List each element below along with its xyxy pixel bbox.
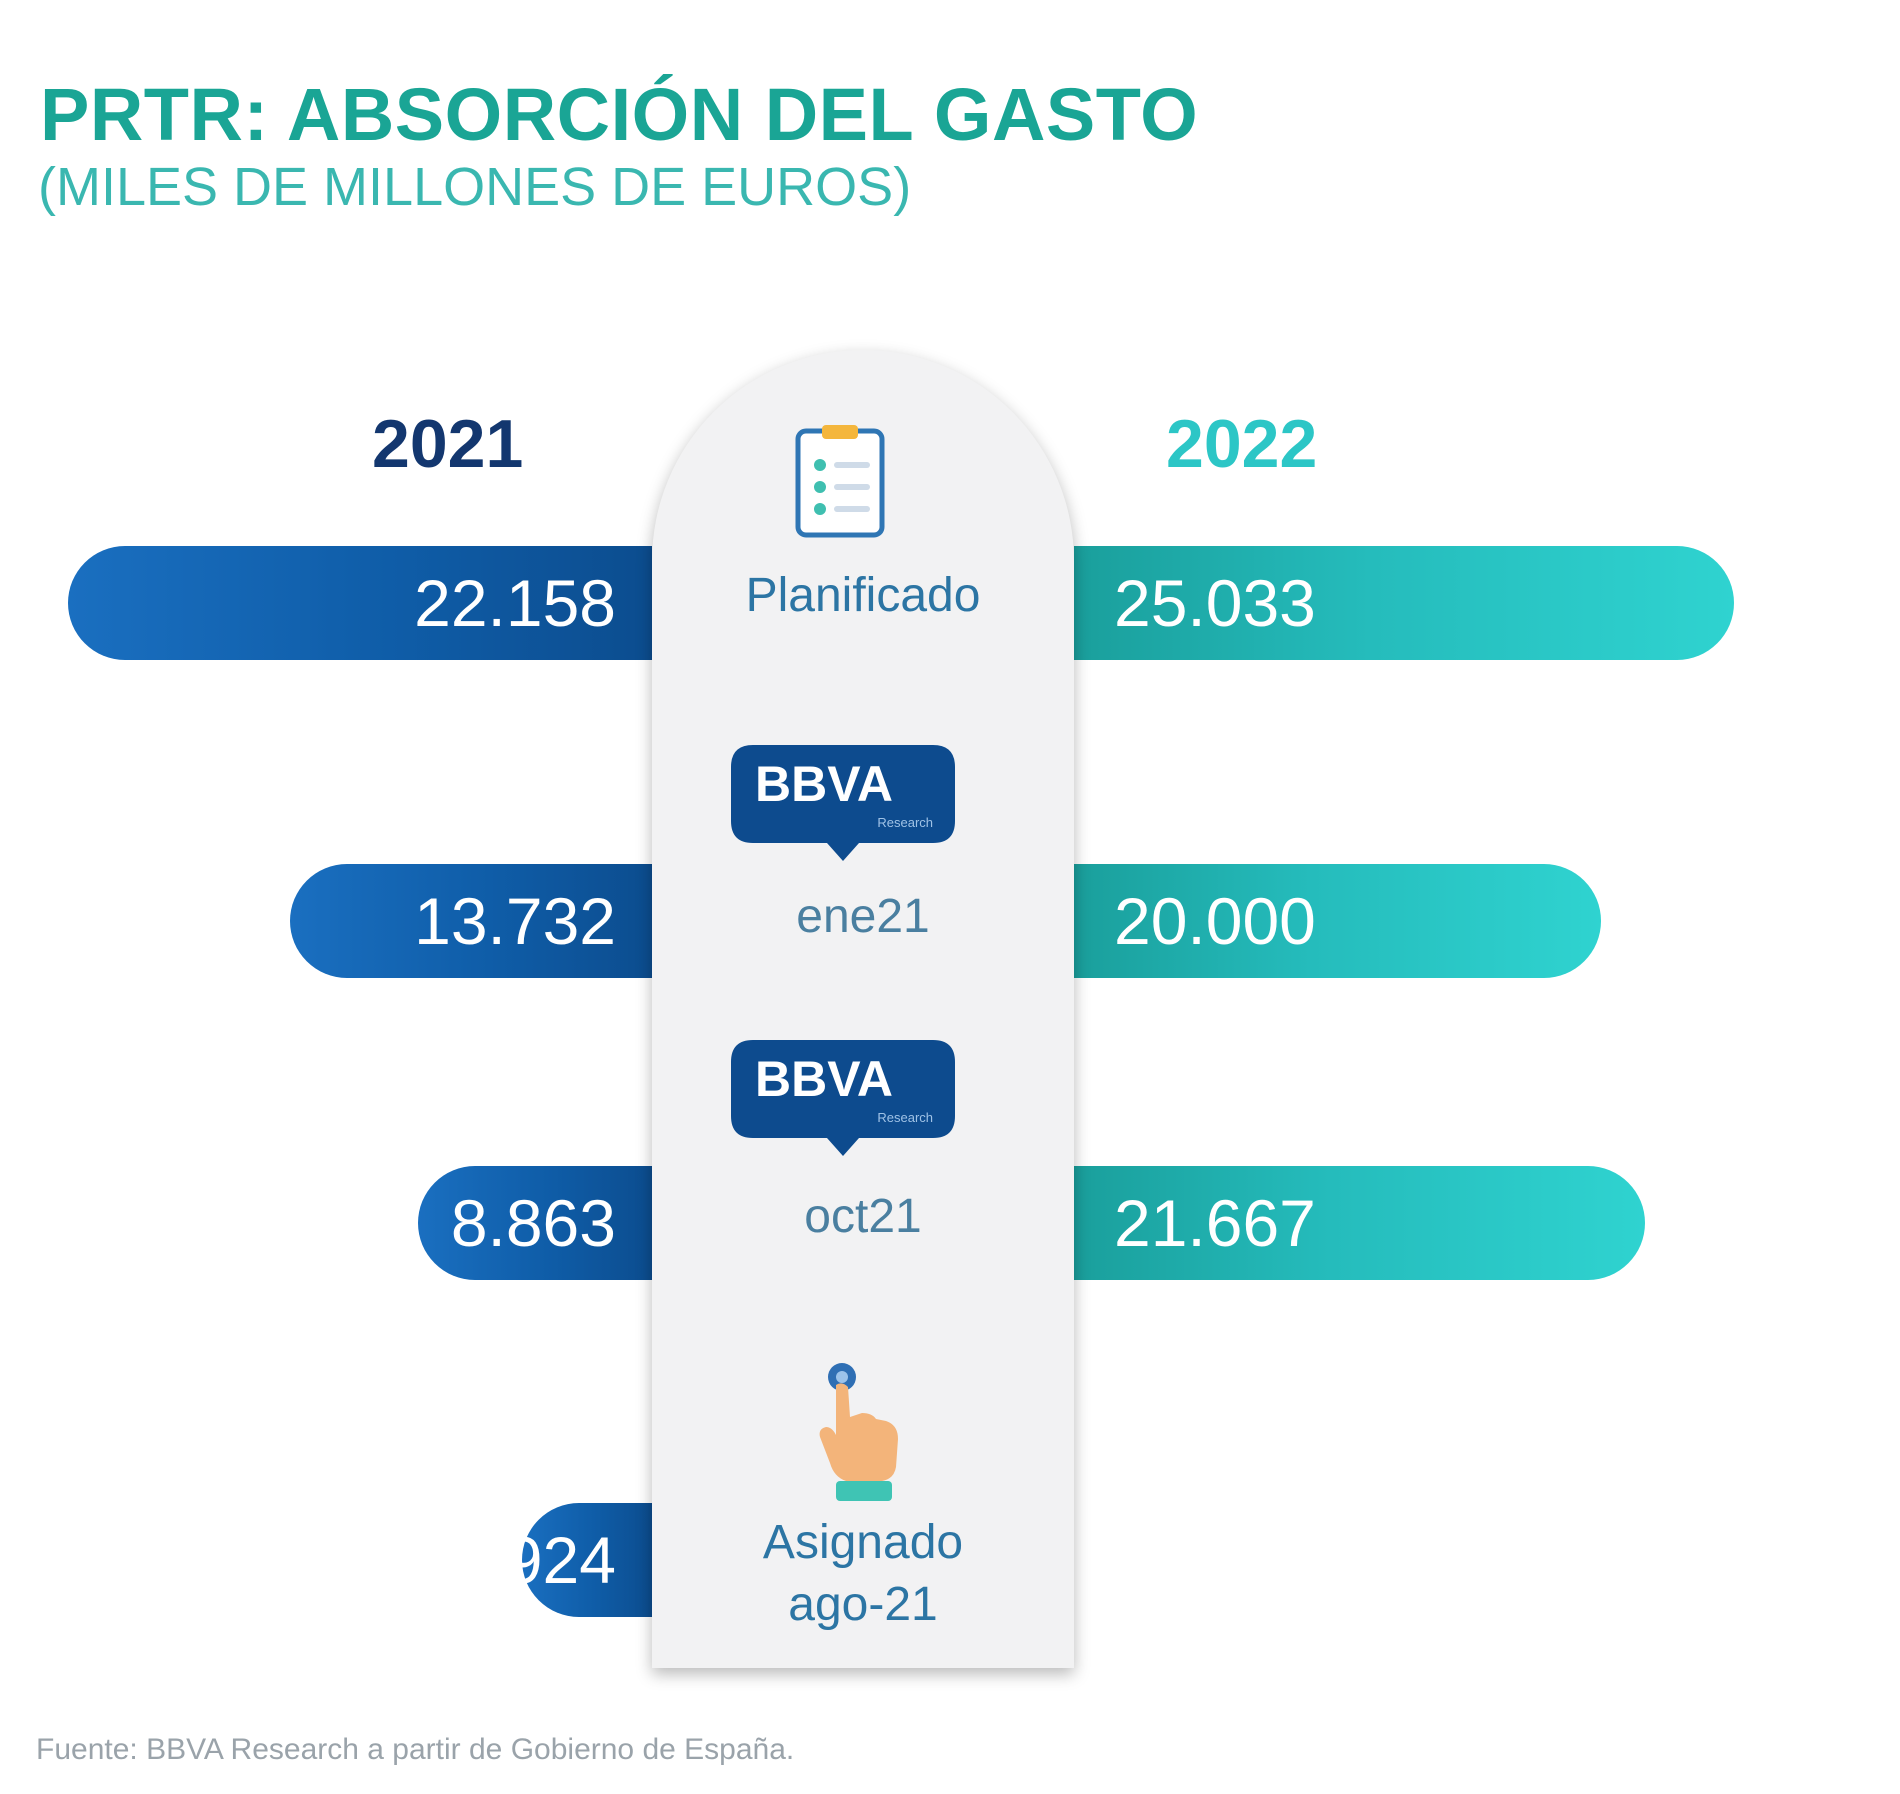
- bar-2021-2: 13.732: [290, 864, 652, 978]
- category-label-line: ene21: [796, 890, 930, 943]
- bar-2021-4: 4.924: [451, 1503, 652, 1617]
- bbva-logo-text: BBVA: [755, 756, 893, 812]
- bar-value-label: 25.033: [1114, 566, 1316, 640]
- bbva-research-logo: BBVA Research: [731, 1040, 955, 1156]
- category-label-line: Asignado: [762, 1516, 964, 1569]
- bar-value-label: 8.863: [450, 1186, 616, 1260]
- hand-pointer-icon: [819, 1363, 898, 1501]
- bbva-research-logo: BBVA Research: [731, 745, 955, 861]
- category-label-asignado: Asignado ago-21: [652, 1512, 1074, 1636]
- chart-subtitle: (MILES DE MILLONES DE EUROS): [38, 157, 912, 217]
- series-label-2021: 2021: [372, 406, 524, 482]
- category-label-line: Planificado: [745, 569, 981, 622]
- bar-2021-3: 8.863: [418, 1166, 652, 1280]
- bar-2022-3: 21.667: [1074, 1166, 1645, 1280]
- category-label-ene21: ene21: [652, 886, 1074, 948]
- bar-value-label: 22.158: [414, 566, 616, 640]
- category-label-planificado: Planificado: [652, 565, 1074, 627]
- source-note: Fuente: BBVA Research a partir de Gobier…: [36, 1733, 795, 1766]
- category-label-line: oct21: [804, 1190, 922, 1243]
- bbva-logo-subtext: Research: [877, 815, 933, 830]
- category-label-oct21: oct21: [652, 1186, 1074, 1248]
- clipboard-icon: [795, 425, 885, 538]
- bar-2022-2: 20.000: [1074, 864, 1601, 978]
- category-label-line: ago-21: [788, 1578, 938, 1631]
- chart-title: PRTR: ABSORCIÓN DEL GASTO: [40, 73, 1199, 156]
- series-label-2022: 2022: [1166, 406, 1318, 482]
- bar-2022-1: 25.033: [1074, 546, 1734, 660]
- bar-value-label: 20.000: [1114, 884, 1316, 958]
- bar-value-label: 13.732: [414, 884, 616, 958]
- bar-value-label: 21.667: [1114, 1186, 1316, 1260]
- bbva-logo-text: BBVA: [755, 1051, 893, 1107]
- bar-value-label: 4.924: [450, 1523, 616, 1597]
- bbva-logo-subtext: Research: [877, 1110, 933, 1125]
- bar-2021-1: 22.158: [68, 546, 652, 660]
